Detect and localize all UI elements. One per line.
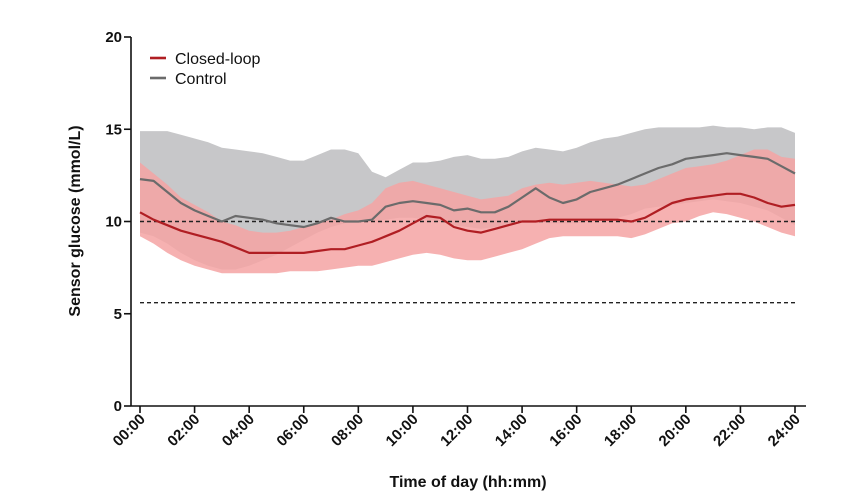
x-tick-label: 20:00	[656, 411, 695, 450]
x-tick-label: 00:00	[110, 411, 149, 450]
x-tick-label: 22:00	[710, 411, 749, 450]
iqr-bands	[140, 125, 795, 274]
x-tick-label: 16:00	[546, 411, 585, 450]
x-tick-label: 14:00	[492, 411, 531, 450]
x-axis-title: Time of day (hh:mm)	[389, 474, 546, 491]
legend: Closed-loop Control	[150, 51, 260, 88]
y-tick-label: 10	[105, 214, 122, 231]
median-lines	[139, 152, 796, 254]
closed-loop-band	[140, 149, 795, 274]
y-tick-label: 15	[105, 121, 122, 138]
legend-label-control: Control	[175, 71, 227, 88]
x-tick-label: 24:00	[765, 411, 804, 450]
x-tick-label: 04:00	[219, 411, 258, 450]
x-tick-label: 08:00	[328, 411, 367, 450]
x-tick-label: 02:00	[164, 411, 203, 450]
y-tick-label: 0	[114, 398, 122, 415]
y-tick-label: 5	[114, 306, 122, 323]
x-tick-label: 10:00	[383, 411, 422, 450]
closed-loop-line	[139, 192, 796, 254]
x-tick-label: 06:00	[273, 411, 312, 450]
x-tick-label: 12:00	[437, 411, 476, 450]
y-tick-label: 20	[105, 29, 122, 46]
control-line	[139, 152, 796, 229]
y-axis-title: Sensor glucose (mmol/L)	[67, 125, 84, 316]
legend-label-closed-loop: Closed-loop	[175, 51, 260, 68]
x-tick-label: 18:00	[601, 411, 640, 450]
